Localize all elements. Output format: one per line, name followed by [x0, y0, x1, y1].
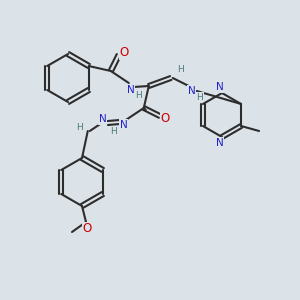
Text: N: N [99, 114, 107, 124]
Text: N: N [216, 138, 224, 148]
Text: N: N [188, 86, 196, 96]
Text: N: N [120, 120, 128, 130]
Text: O: O [119, 46, 128, 59]
Text: N: N [127, 85, 135, 95]
Text: H: H [177, 65, 184, 74]
Text: O: O [160, 112, 170, 124]
Text: N: N [216, 82, 224, 92]
Text: O: O [82, 223, 91, 236]
Text: H: H [135, 92, 142, 100]
Text: H: H [110, 127, 117, 136]
Text: H: H [196, 92, 203, 101]
Text: H: H [76, 122, 83, 131]
